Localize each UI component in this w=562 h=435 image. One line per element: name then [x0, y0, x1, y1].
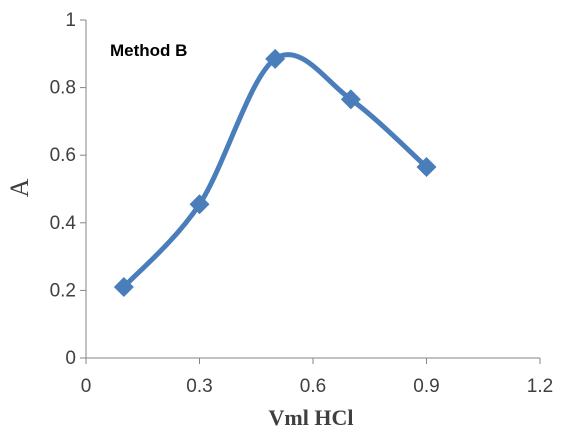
data-point-marker	[189, 194, 210, 215]
y-tick-label: 0.4	[50, 213, 77, 234]
y-axis-title: A	[5, 178, 34, 197]
y-tick-label: 0.2	[50, 280, 76, 301]
data-point-marker	[416, 157, 437, 178]
x-axis-title: Vml HCl	[269, 405, 354, 430]
series-markers	[113, 48, 437, 298]
x-tick-label: 0	[81, 376, 92, 397]
data-point-marker	[265, 48, 286, 69]
series-line	[121, 52, 429, 290]
x-tick-label: 0.3	[186, 376, 212, 397]
y-tick-label: 0.8	[50, 78, 76, 99]
y-axis-ticks: 0 0.2 0.4 0.6 0.8 1	[50, 10, 86, 369]
y-tick-label: 0	[65, 348, 76, 369]
x-tick-label: 0.6	[300, 376, 326, 397]
x-tick-label: 1.2	[527, 376, 553, 397]
x-axis-ticks: 0 0.3 0.6 0.9 1.2	[81, 358, 553, 397]
x-tick-label: 0.9	[413, 376, 439, 397]
data-point-marker	[340, 89, 361, 110]
method-label: Method B	[110, 41, 187, 60]
y-tick-label: 1	[65, 10, 76, 31]
y-tick-label: 0.6	[50, 145, 76, 166]
data-point-marker	[113, 277, 134, 298]
